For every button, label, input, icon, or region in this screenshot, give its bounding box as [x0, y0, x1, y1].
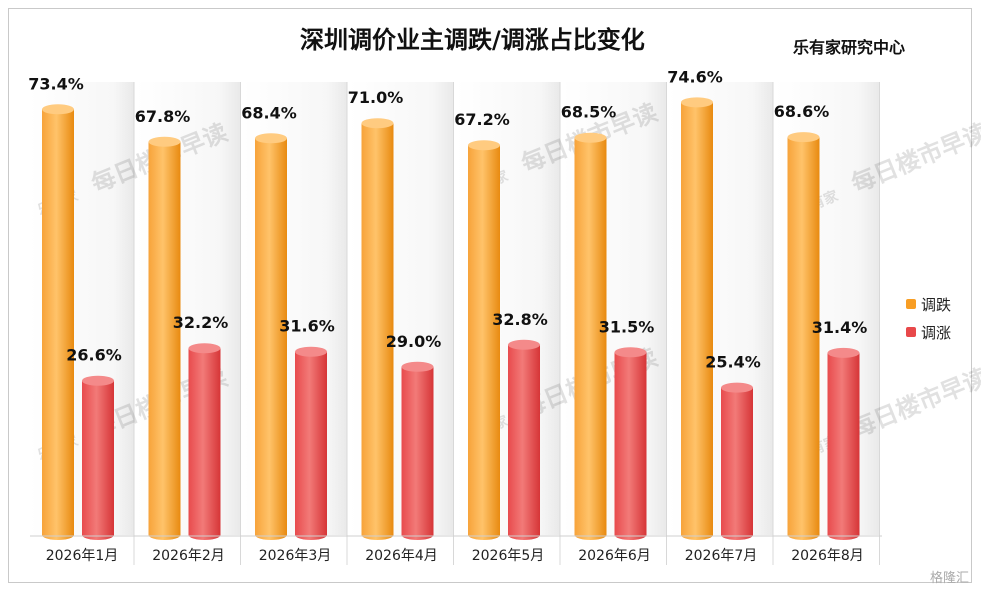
bar-down — [42, 109, 74, 540]
bar-down — [255, 138, 287, 540]
bar-cap-up — [295, 346, 327, 357]
bar-cap-down — [574, 132, 607, 143]
bar-cap-down — [787, 132, 820, 143]
data-label: 32.2% — [173, 313, 229, 332]
x-tick-label: 2026年3月 — [259, 548, 332, 564]
legend: 调跌 调涨 — [906, 290, 951, 346]
bar-cap-down — [42, 104, 74, 115]
data-label: 67.2% — [454, 110, 510, 129]
data-label: 31.4% — [812, 318, 868, 337]
source-label: 乐有家研究中心 — [793, 38, 906, 57]
bar-down — [148, 141, 181, 540]
bar-down — [574, 137, 607, 540]
data-label: 68.5% — [561, 103, 617, 122]
x-tick-label: 2026年1月 — [46, 548, 119, 564]
bar-cap-down — [148, 136, 181, 147]
bar-cap-up — [82, 375, 114, 386]
bar-cap-up — [721, 382, 753, 393]
legend-swatch-down — [906, 299, 916, 309]
data-label: 68.6% — [774, 102, 830, 121]
data-label: 67.8% — [135, 107, 191, 126]
data-label: 68.4% — [241, 103, 297, 122]
data-label: 32.8% — [492, 310, 548, 329]
x-tick-label: 2026年8月 — [791, 548, 864, 564]
bar-cap-up — [188, 343, 221, 354]
chart-title: 深圳调价业主调跌/调涨占比变化 — [300, 26, 645, 54]
bar-down — [681, 102, 713, 540]
bar-cap-up — [508, 339, 540, 350]
corner-watermark: 格隆汇 — [929, 571, 969, 586]
bar-cap-up — [827, 347, 860, 358]
x-tick-label: 2026年5月 — [472, 548, 545, 564]
x-tick-label: 2026年2月 — [152, 548, 225, 564]
legend-item-down: 调跌 — [906, 290, 951, 318]
bar-up — [401, 366, 434, 540]
bar-up — [827, 352, 860, 540]
bar-cap-up — [401, 361, 434, 372]
bar-cap-up — [614, 347, 647, 358]
bar-up — [614, 352, 647, 540]
bar-cap-down — [361, 118, 394, 129]
x-tick-label: 2026年4月 — [365, 548, 438, 564]
bar-cap-down — [681, 97, 713, 108]
bar-cap-down — [468, 140, 500, 151]
data-label: 26.6% — [66, 346, 122, 365]
legend-label-up: 调涨 — [921, 323, 952, 342]
bar-up — [721, 387, 753, 540]
bar-up — [508, 344, 540, 540]
bar-down — [787, 137, 820, 540]
data-label: 31.6% — [279, 317, 335, 336]
bar-down — [468, 145, 500, 541]
bar-down — [361, 123, 394, 540]
x-tick-label: 2026年6月 — [578, 548, 651, 564]
bar-up — [82, 380, 114, 540]
data-label: 31.5% — [599, 317, 655, 336]
bar-up — [295, 351, 327, 540]
legend-swatch-up — [906, 327, 916, 337]
legend-label-down: 调跌 — [921, 295, 952, 314]
data-label: 71.0% — [348, 88, 404, 107]
data-label: 73.4% — [28, 74, 84, 93]
data-label: 74.6% — [667, 67, 723, 86]
data-label: 25.4% — [705, 353, 761, 372]
x-tick-label: 2026年7月 — [685, 548, 758, 564]
legend-item-up: 调涨 — [906, 318, 951, 346]
bar-cap-down — [255, 133, 287, 144]
bar-up — [188, 348, 221, 540]
data-label: 29.0% — [386, 332, 442, 351]
